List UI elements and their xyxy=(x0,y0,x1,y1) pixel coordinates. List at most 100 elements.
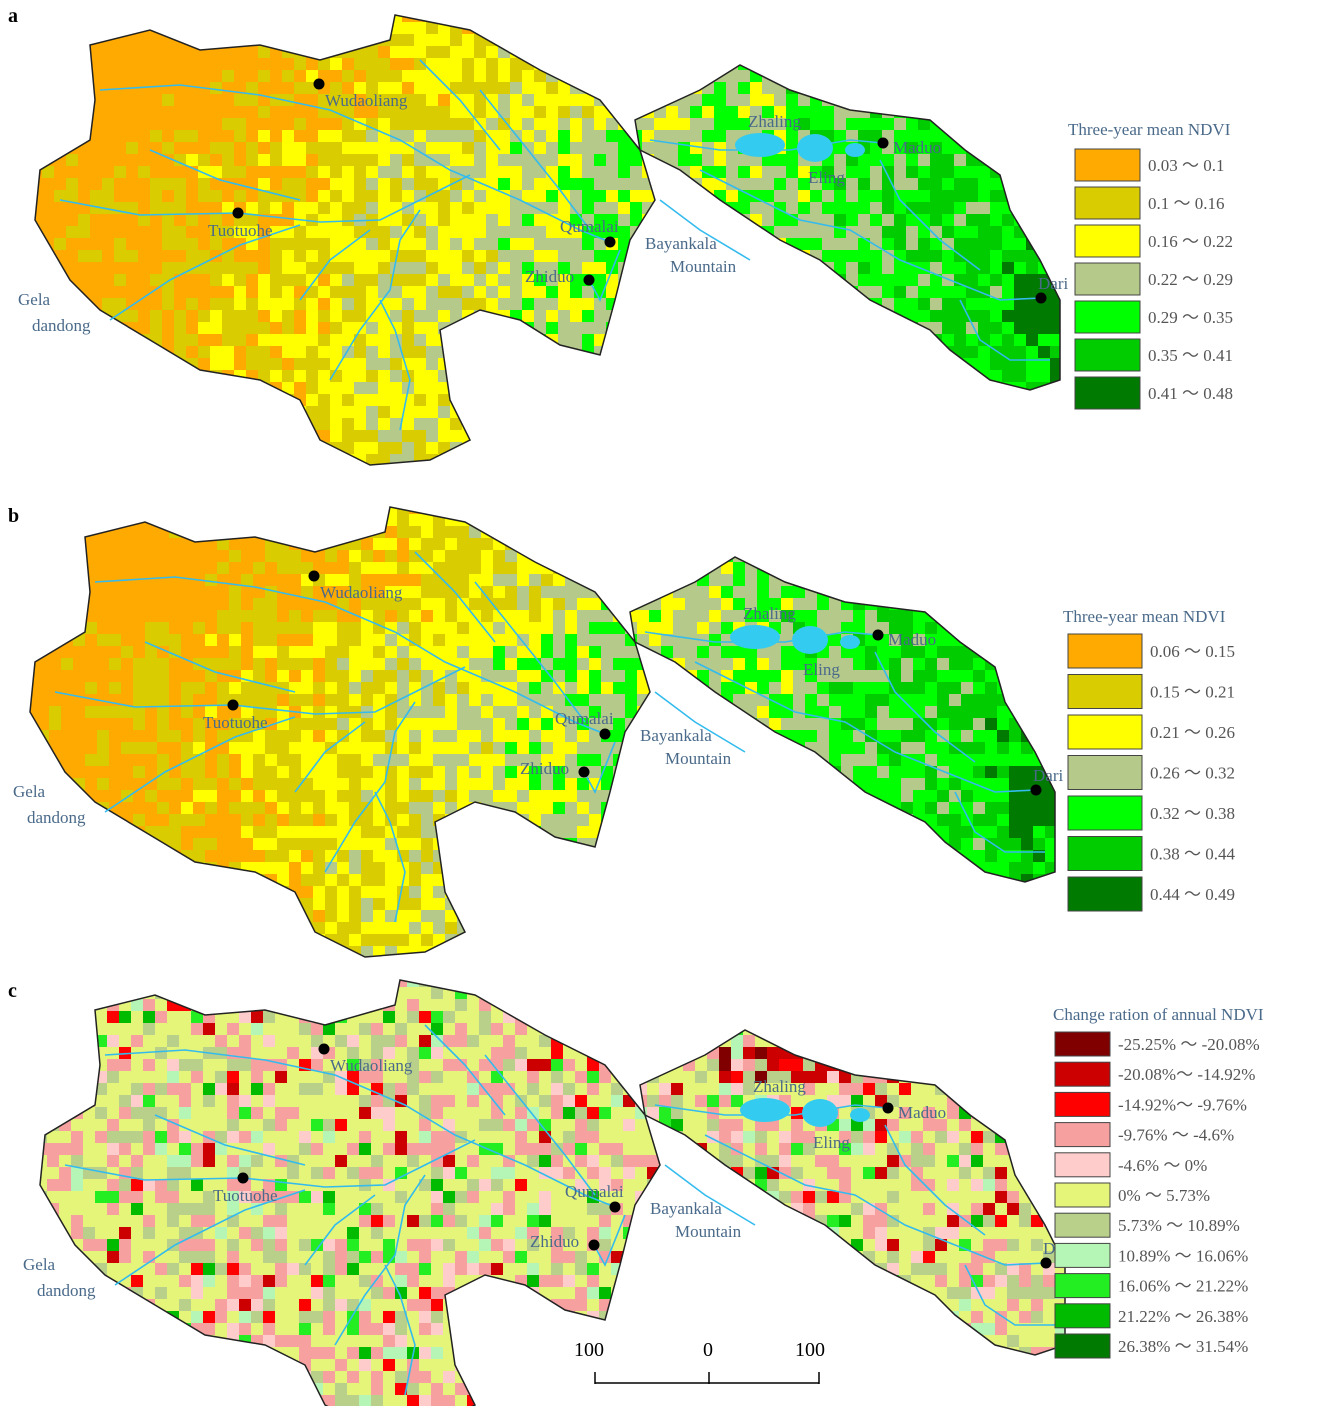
raster-cell xyxy=(553,502,565,514)
raster-cell xyxy=(66,298,78,310)
raster-cell xyxy=(973,658,985,670)
raster-cell xyxy=(774,10,786,22)
raster-cell xyxy=(774,22,786,34)
raster-cell xyxy=(354,406,366,418)
raster-cell xyxy=(594,22,606,34)
raster-cell xyxy=(786,394,798,406)
raster-cell xyxy=(870,22,882,34)
raster-cell xyxy=(474,82,486,94)
raster-cell xyxy=(217,634,229,646)
raster-cell xyxy=(126,94,138,106)
raster-cell xyxy=(834,202,846,214)
raster-cell xyxy=(102,154,114,166)
raster-cell xyxy=(990,454,1002,466)
raster-cell xyxy=(414,130,426,142)
raster-cell xyxy=(277,610,289,622)
raster-cell xyxy=(949,562,961,574)
raster-cell xyxy=(750,166,762,178)
raster-cell xyxy=(498,370,510,382)
raster-cell xyxy=(582,250,594,262)
raster-cell xyxy=(181,610,193,622)
raster-cell xyxy=(37,694,49,706)
raster-cell xyxy=(630,358,642,370)
raster-cell xyxy=(114,394,126,406)
raster-cell xyxy=(1050,106,1062,118)
raster-cell xyxy=(690,310,702,322)
raster-cell xyxy=(810,82,822,94)
raster-cell xyxy=(270,10,282,22)
raster-cell xyxy=(966,190,978,202)
raster-cell xyxy=(1033,634,1045,646)
raster-cell xyxy=(306,310,318,322)
raster-cell xyxy=(654,214,666,226)
raster-cell xyxy=(1026,94,1038,106)
raster-cell xyxy=(330,406,342,418)
raster-cell xyxy=(198,418,210,430)
raster-cell xyxy=(222,466,234,478)
raster-cell xyxy=(378,226,390,238)
raster-cell xyxy=(541,550,553,562)
raster-cell xyxy=(438,166,450,178)
raster-cell xyxy=(378,202,390,214)
raster-cell xyxy=(762,322,774,334)
raster-cell xyxy=(630,382,642,394)
raster-cell xyxy=(601,502,613,514)
raster-cell xyxy=(1002,190,1014,202)
raster-cell xyxy=(666,466,678,478)
raster-cell xyxy=(301,514,313,526)
raster-cell xyxy=(234,418,246,430)
raster-cell xyxy=(270,466,282,478)
raster-cell xyxy=(282,262,294,274)
raster-cell xyxy=(90,454,102,466)
raster-cell xyxy=(546,250,558,262)
raster-cell xyxy=(186,346,198,358)
raster-cell xyxy=(786,142,798,154)
raster-cell xyxy=(810,118,822,130)
raster-cell xyxy=(889,670,901,682)
raster-cell xyxy=(174,238,186,250)
place-name: Gela xyxy=(18,290,51,309)
raster-cell xyxy=(649,658,661,670)
raster-cell xyxy=(522,130,534,142)
raster-cell xyxy=(649,514,661,526)
raster-cell xyxy=(277,562,289,574)
raster-cell xyxy=(714,286,726,298)
raster-cell xyxy=(234,310,246,322)
raster-cell xyxy=(738,22,750,34)
raster-cell xyxy=(498,94,510,106)
raster-cell xyxy=(241,682,253,694)
raster-cell xyxy=(133,562,145,574)
raster-cell xyxy=(438,406,450,418)
raster-cell xyxy=(1062,346,1074,358)
raster-cell xyxy=(414,310,426,322)
raster-cell xyxy=(174,226,186,238)
raster-cell xyxy=(1014,94,1026,106)
raster-cell xyxy=(1050,406,1062,418)
raster-cell xyxy=(757,538,769,550)
raster-cell xyxy=(793,682,805,694)
raster-cell xyxy=(726,382,738,394)
raster-cell xyxy=(870,346,882,358)
raster-cell xyxy=(865,502,877,514)
raster-cell xyxy=(162,286,174,298)
raster-cell xyxy=(1014,322,1026,334)
raster-cell xyxy=(882,406,894,418)
raster-cell xyxy=(198,130,210,142)
raster-cell xyxy=(1038,226,1050,238)
raster-cell xyxy=(853,658,865,670)
raster-cell xyxy=(546,118,558,130)
raster-cell xyxy=(217,514,229,526)
raster-cell xyxy=(985,526,997,538)
place-name: Mountain xyxy=(670,257,737,276)
raster-cell xyxy=(757,658,769,670)
raster-cell xyxy=(210,466,222,478)
raster-cell xyxy=(714,394,726,406)
raster-cell xyxy=(534,238,546,250)
raster-cell xyxy=(577,646,589,658)
raster-cell xyxy=(582,382,594,394)
raster-cell xyxy=(733,646,745,658)
raster-cell xyxy=(510,454,522,466)
raster-cell xyxy=(373,658,385,670)
raster-cell xyxy=(582,46,594,58)
raster-cell xyxy=(42,10,54,22)
